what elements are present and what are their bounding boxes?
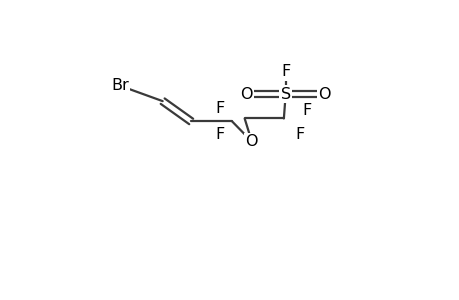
Text: F: F: [280, 64, 290, 79]
Text: O: O: [318, 87, 330, 102]
Text: F: F: [295, 127, 304, 142]
Text: O: O: [240, 87, 252, 102]
Text: F: F: [215, 127, 224, 142]
Text: Br: Br: [111, 78, 129, 93]
Text: O: O: [245, 134, 257, 149]
Text: S: S: [280, 87, 290, 102]
Text: F: F: [302, 103, 311, 118]
Text: F: F: [215, 101, 224, 116]
